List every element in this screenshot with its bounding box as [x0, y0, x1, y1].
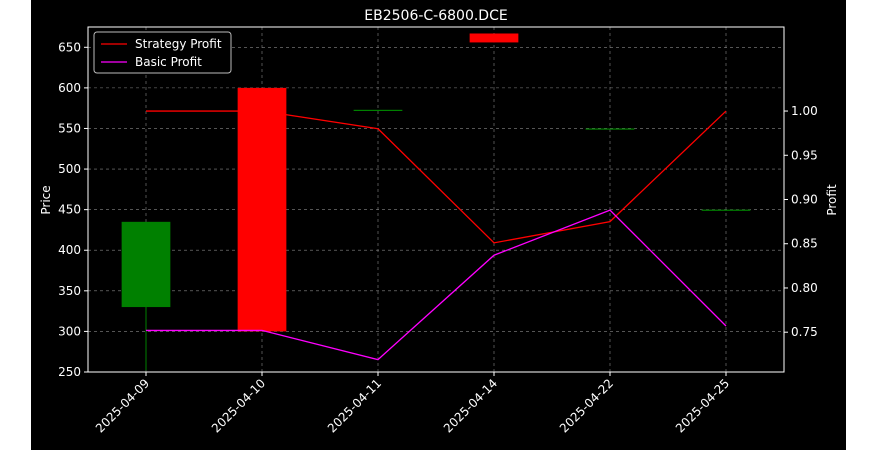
candles — [121, 33, 751, 371]
candle-body — [469, 33, 519, 43]
candle-body — [237, 87, 287, 332]
legend: Strategy Profit Basic Profit — [93, 31, 232, 74]
legend-label-basic-profit: Basic Profit — [135, 55, 202, 69]
legend-label-strategy-profit: Strategy Profit — [135, 37, 222, 51]
y-right-tick-label: 1.00 — [791, 104, 818, 118]
y-left-tick-label: 250 — [58, 365, 81, 379]
y-left-tick-label: 350 — [58, 284, 81, 298]
y-left-tick-label: 650 — [58, 40, 81, 54]
y-left-tick-label: 600 — [58, 81, 81, 95]
chart-title: EB2506-C-6800.DCE — [364, 8, 507, 24]
y-right-tick-label: 0.85 — [791, 237, 818, 251]
y-right-tick-label: 0.75 — [791, 325, 818, 339]
candle-body — [585, 128, 635, 130]
series-line-basic-profit — [146, 209, 727, 361]
y-left-tick-label: 400 — [58, 243, 81, 257]
y-axis-right-label: Profit — [825, 184, 839, 216]
candle-body — [121, 221, 171, 308]
series-line-strategy-profit — [146, 110, 727, 244]
candle-body — [353, 109, 403, 111]
y-left-tick-label: 300 — [58, 324, 81, 338]
y-right-tick-label: 0.80 — [791, 281, 818, 295]
legend-box — [93, 31, 232, 74]
y-left-tick-label: 450 — [58, 203, 81, 217]
y-axis-left-label: Price — [39, 185, 53, 214]
y-right-tick-label: 0.95 — [791, 148, 818, 162]
profit-lines — [146, 110, 727, 361]
y-left-tick-label: 550 — [58, 121, 81, 135]
y-right-tick-label: 0.90 — [791, 193, 818, 207]
candle-body — [701, 209, 751, 211]
y-left-tick-label: 500 — [58, 162, 81, 176]
